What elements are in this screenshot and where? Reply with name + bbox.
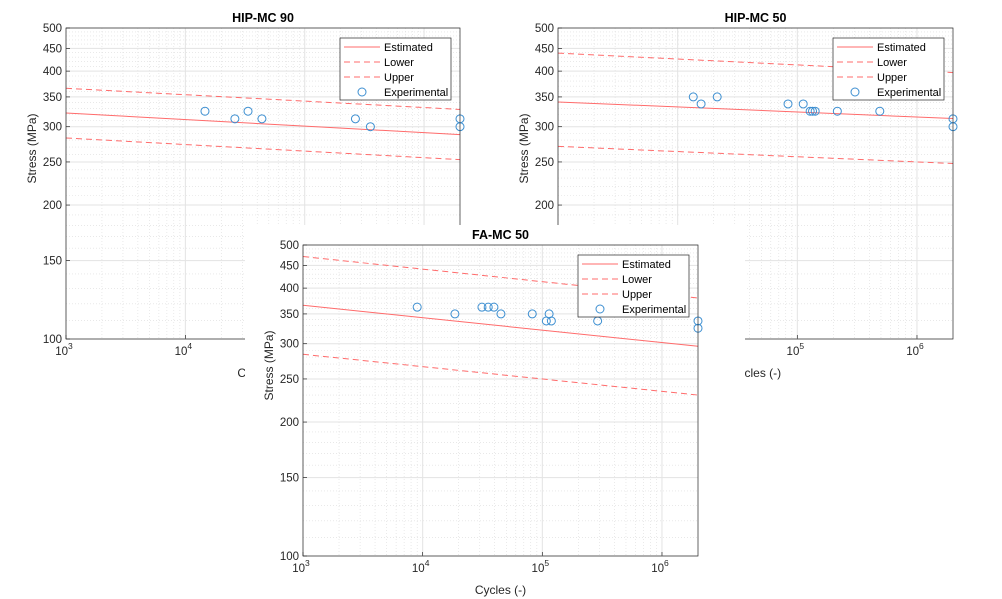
experimental-point	[243, 106, 253, 116]
legend-marker-icon	[850, 87, 860, 97]
experimental-point	[810, 106, 820, 116]
legend-entry: Upper	[877, 72, 907, 84]
experimental-point	[783, 99, 793, 109]
y-tick-label: 200	[280, 417, 299, 429]
legend-entry: Upper	[384, 72, 414, 84]
legend-entry: Experimental	[622, 304, 686, 316]
experimental-point	[230, 114, 240, 124]
x-tick-label: 103	[292, 558, 310, 575]
axes-box	[302, 244, 699, 557]
experimental-point	[350, 114, 360, 124]
y-tick-label: 250	[43, 157, 62, 169]
y-tick-label: 500	[43, 23, 62, 35]
estimated-line	[557, 101, 954, 120]
y-tick-label: 100	[280, 551, 299, 563]
chart-title: FA-MC 50	[472, 228, 529, 242]
y-axis-label: Stress (MPa)	[25, 113, 39, 183]
experimental-point	[450, 309, 460, 319]
experimental-point	[489, 302, 499, 312]
legend-entry: Estimated	[384, 42, 433, 54]
lower-line	[65, 137, 461, 161]
experimental-point	[477, 302, 487, 312]
legend-entry: Upper	[622, 289, 652, 301]
legend-entry: Experimental	[877, 87, 941, 99]
experimental-point	[798, 99, 808, 109]
x-tick-label: 104	[175, 341, 193, 358]
series-layer	[65, 87, 465, 161]
y-axis-label: Stress (MPa)	[262, 330, 276, 400]
experimental-point	[696, 99, 706, 109]
y-tick-label: 100	[43, 334, 62, 346]
experimental-point	[483, 302, 493, 312]
experimental-point	[200, 106, 210, 116]
legend-entry: Lower	[622, 274, 652, 286]
x-tick-label: 103	[55, 341, 73, 358]
experimental-point	[805, 106, 815, 116]
experimental-point	[808, 106, 818, 116]
x-tick-label: 106	[651, 558, 669, 575]
y-tick-label: 450	[280, 260, 299, 272]
y-tick-label: 300	[280, 339, 299, 351]
legend-entry: Experimental	[384, 87, 448, 99]
lower-line	[302, 353, 699, 396]
legend-marker-icon	[357, 87, 367, 97]
y-tick-label: 150	[43, 256, 62, 268]
experimental-point	[496, 309, 506, 319]
axes-box	[557, 27, 954, 340]
legend-entry: Estimated	[622, 259, 671, 271]
chart-title: HIP-MC 90	[232, 11, 294, 25]
legend-marker-icon	[595, 304, 605, 314]
experimental-point	[832, 106, 842, 116]
y-tick-label: 450	[535, 43, 554, 55]
experimental-point	[875, 106, 885, 116]
y-tick-label: 350	[535, 92, 554, 104]
y-tick-label: 150	[280, 473, 299, 485]
y-axis-label: Stress (MPa)	[517, 113, 531, 183]
y-tick-label: 200	[535, 200, 554, 212]
y-tick-label: 300	[43, 122, 62, 134]
y-tick-label: 400	[280, 283, 299, 295]
x-tick-label: 104	[412, 558, 430, 575]
legend: Estimated Lower Upper Experimental	[577, 254, 690, 318]
upper-line	[557, 52, 954, 74]
y-tick-label: 500	[535, 23, 554, 35]
legend-entry: Lower	[877, 57, 907, 69]
x-tick-label: 105	[532, 558, 550, 575]
y-tick-label: 500	[280, 240, 299, 252]
y-tick-label: 250	[280, 374, 299, 386]
estimated-line	[302, 304, 699, 347]
x-axis-label: Cycles (-)	[475, 583, 526, 597]
x-tick-label: 105	[787, 341, 805, 358]
y-tick-label: 300	[535, 122, 554, 134]
experimental-point	[712, 92, 722, 102]
experimental-point	[412, 302, 422, 312]
estimated-line	[65, 112, 461, 136]
experimental-point	[527, 309, 537, 319]
lower-line	[557, 145, 954, 164]
y-tick-label: 350	[280, 309, 299, 321]
x-tick-label: 106	[906, 341, 924, 358]
upper-line	[65, 87, 461, 110]
chart-3: 103 104 105 106 100 150 200 250 300 350 400 450 500 F…	[245, 225, 745, 599]
experimental-point	[365, 122, 375, 132]
experimental-point	[546, 316, 556, 326]
y-tick-label: 400	[43, 66, 62, 78]
y-tick-label: 250	[535, 157, 554, 169]
legend-entry: Lower	[384, 57, 414, 69]
experimental-point	[688, 92, 698, 102]
chart-2: 103104105106100150200250300350400450500H…	[517, 11, 958, 380]
legend: Estimated Lower Upper Experimental	[832, 37, 945, 101]
experimental-point	[257, 114, 267, 124]
legend-entry: Estimated	[877, 42, 926, 54]
y-tick-label: 200	[43, 200, 62, 212]
y-tick-label: 450	[43, 43, 62, 55]
legend: Estimated Lower Upper Experimental	[339, 37, 452, 101]
y-tick-label: 350	[43, 92, 62, 104]
chart-title: HIP-MC 50	[725, 11, 787, 25]
y-tick-label: 400	[535, 66, 554, 78]
